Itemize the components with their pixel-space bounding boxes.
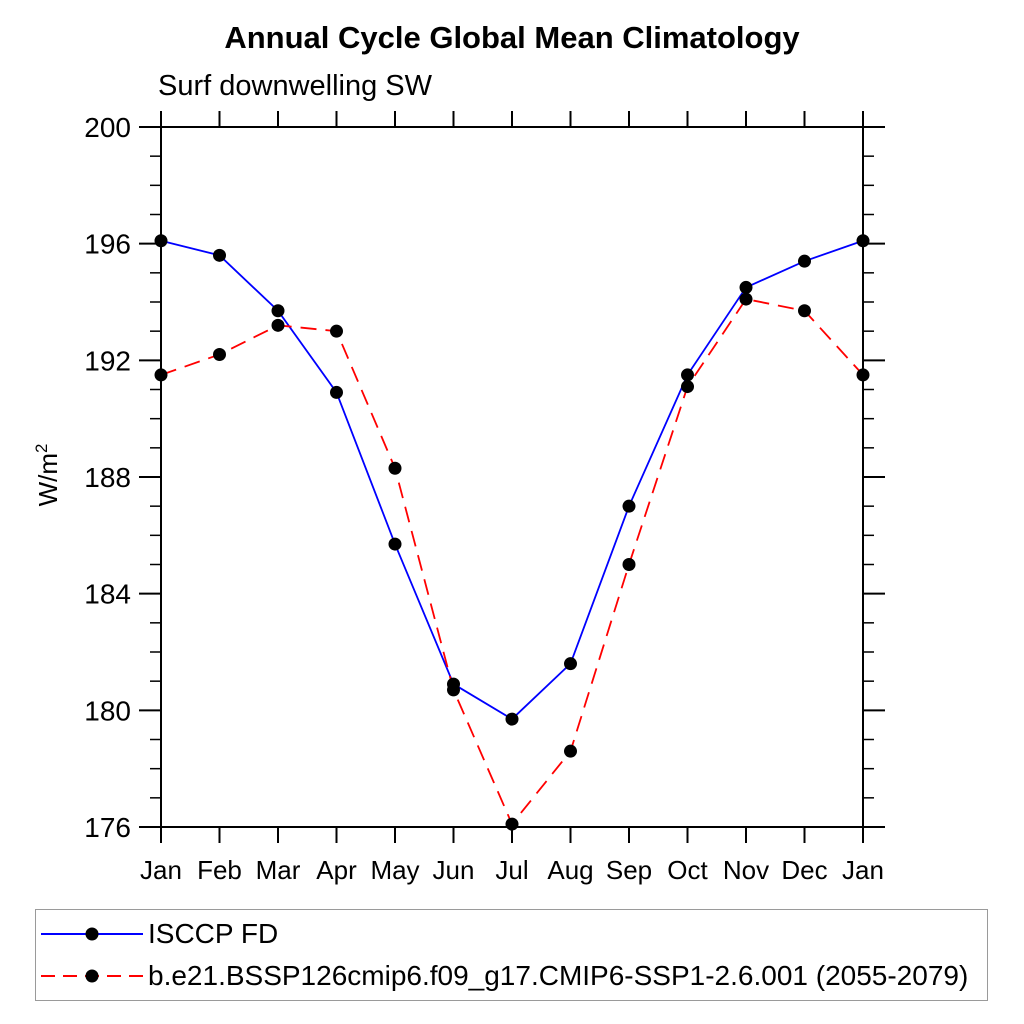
data-point-marker [271,304,285,318]
data-point-marker [564,657,577,671]
legend-item-model: b.e21.BSSP126cmip6.f09_g17.CMIP6-SSP1-2.… [36,959,987,993]
y-tick-label: 176 [84,812,131,843]
data-point-marker [213,248,226,262]
legend-item-isccp: ISCCP FD [36,917,987,951]
x-tick-label: Jan [140,855,182,885]
x-tick-label: Jan [842,855,884,885]
data-point-marker [447,683,460,697]
chart-title: Annual Cycle Global Mean Climatology [224,20,800,55]
y-tick-label: 180 [84,695,131,726]
y-tick-label: 200 [84,112,131,143]
legend-marker-dot-icon [85,927,99,941]
x-tick-label: May [370,855,419,885]
data-point-marker [856,234,870,248]
legend-line-sample-solid [41,927,143,941]
data-point-marker [505,712,519,726]
x-tick-label: Sep [606,855,652,885]
data-point-marker [681,368,694,382]
x-tick-label: Feb [197,855,242,885]
x-tick-label: Jul [495,855,528,885]
x-tick-label: Nov [723,855,769,885]
data-point-marker [622,499,636,513]
x-tick-label: Jun [433,855,475,885]
data-point-marker [856,368,870,382]
data-point-marker [330,324,343,338]
data-point-marker [622,558,636,571]
legend-label: b.e21.BSSP126cmip6.f09_g17.CMIP6-SSP1-2.… [148,959,969,991]
data-point-marker [213,348,226,361]
data-point-marker [681,380,694,394]
y-tick-label: 192 [84,345,131,376]
y-tick-label: 196 [84,229,131,260]
data-point-marker [505,817,519,831]
legend-line-sample-dashed [41,969,143,983]
chart-subtitle: Surf downwelling SW [158,70,432,102]
y-tick-label: 188 [84,462,131,493]
data-point-marker [388,461,402,475]
x-tick-label: Mar [256,855,301,885]
data-point-marker [739,292,753,306]
x-tick-label: Aug [547,855,593,885]
data-point-marker [154,368,168,382]
x-tick-label: Oct [667,855,708,885]
data-point-marker [154,234,168,248]
y-tick-label: 184 [84,579,131,610]
legend: ISCCP FD b.e21.BSSP126cmip6.f09_g17.CMIP… [35,909,988,1001]
data-point-marker [798,304,811,318]
series-line-1 [160,298,864,826]
data-point-marker [388,537,402,551]
legend-label: ISCCP FD [148,918,279,950]
data-point-marker [798,254,811,268]
data-point-marker [271,318,285,332]
legend-marker-dot-icon [85,969,99,983]
series-line-0 [160,239,864,721]
x-tick-label: Dec [781,855,827,885]
data-point-marker [739,280,753,294]
data-point-marker [564,744,577,758]
data-point-marker [330,385,343,399]
x-tick-label: Apr [316,855,357,885]
